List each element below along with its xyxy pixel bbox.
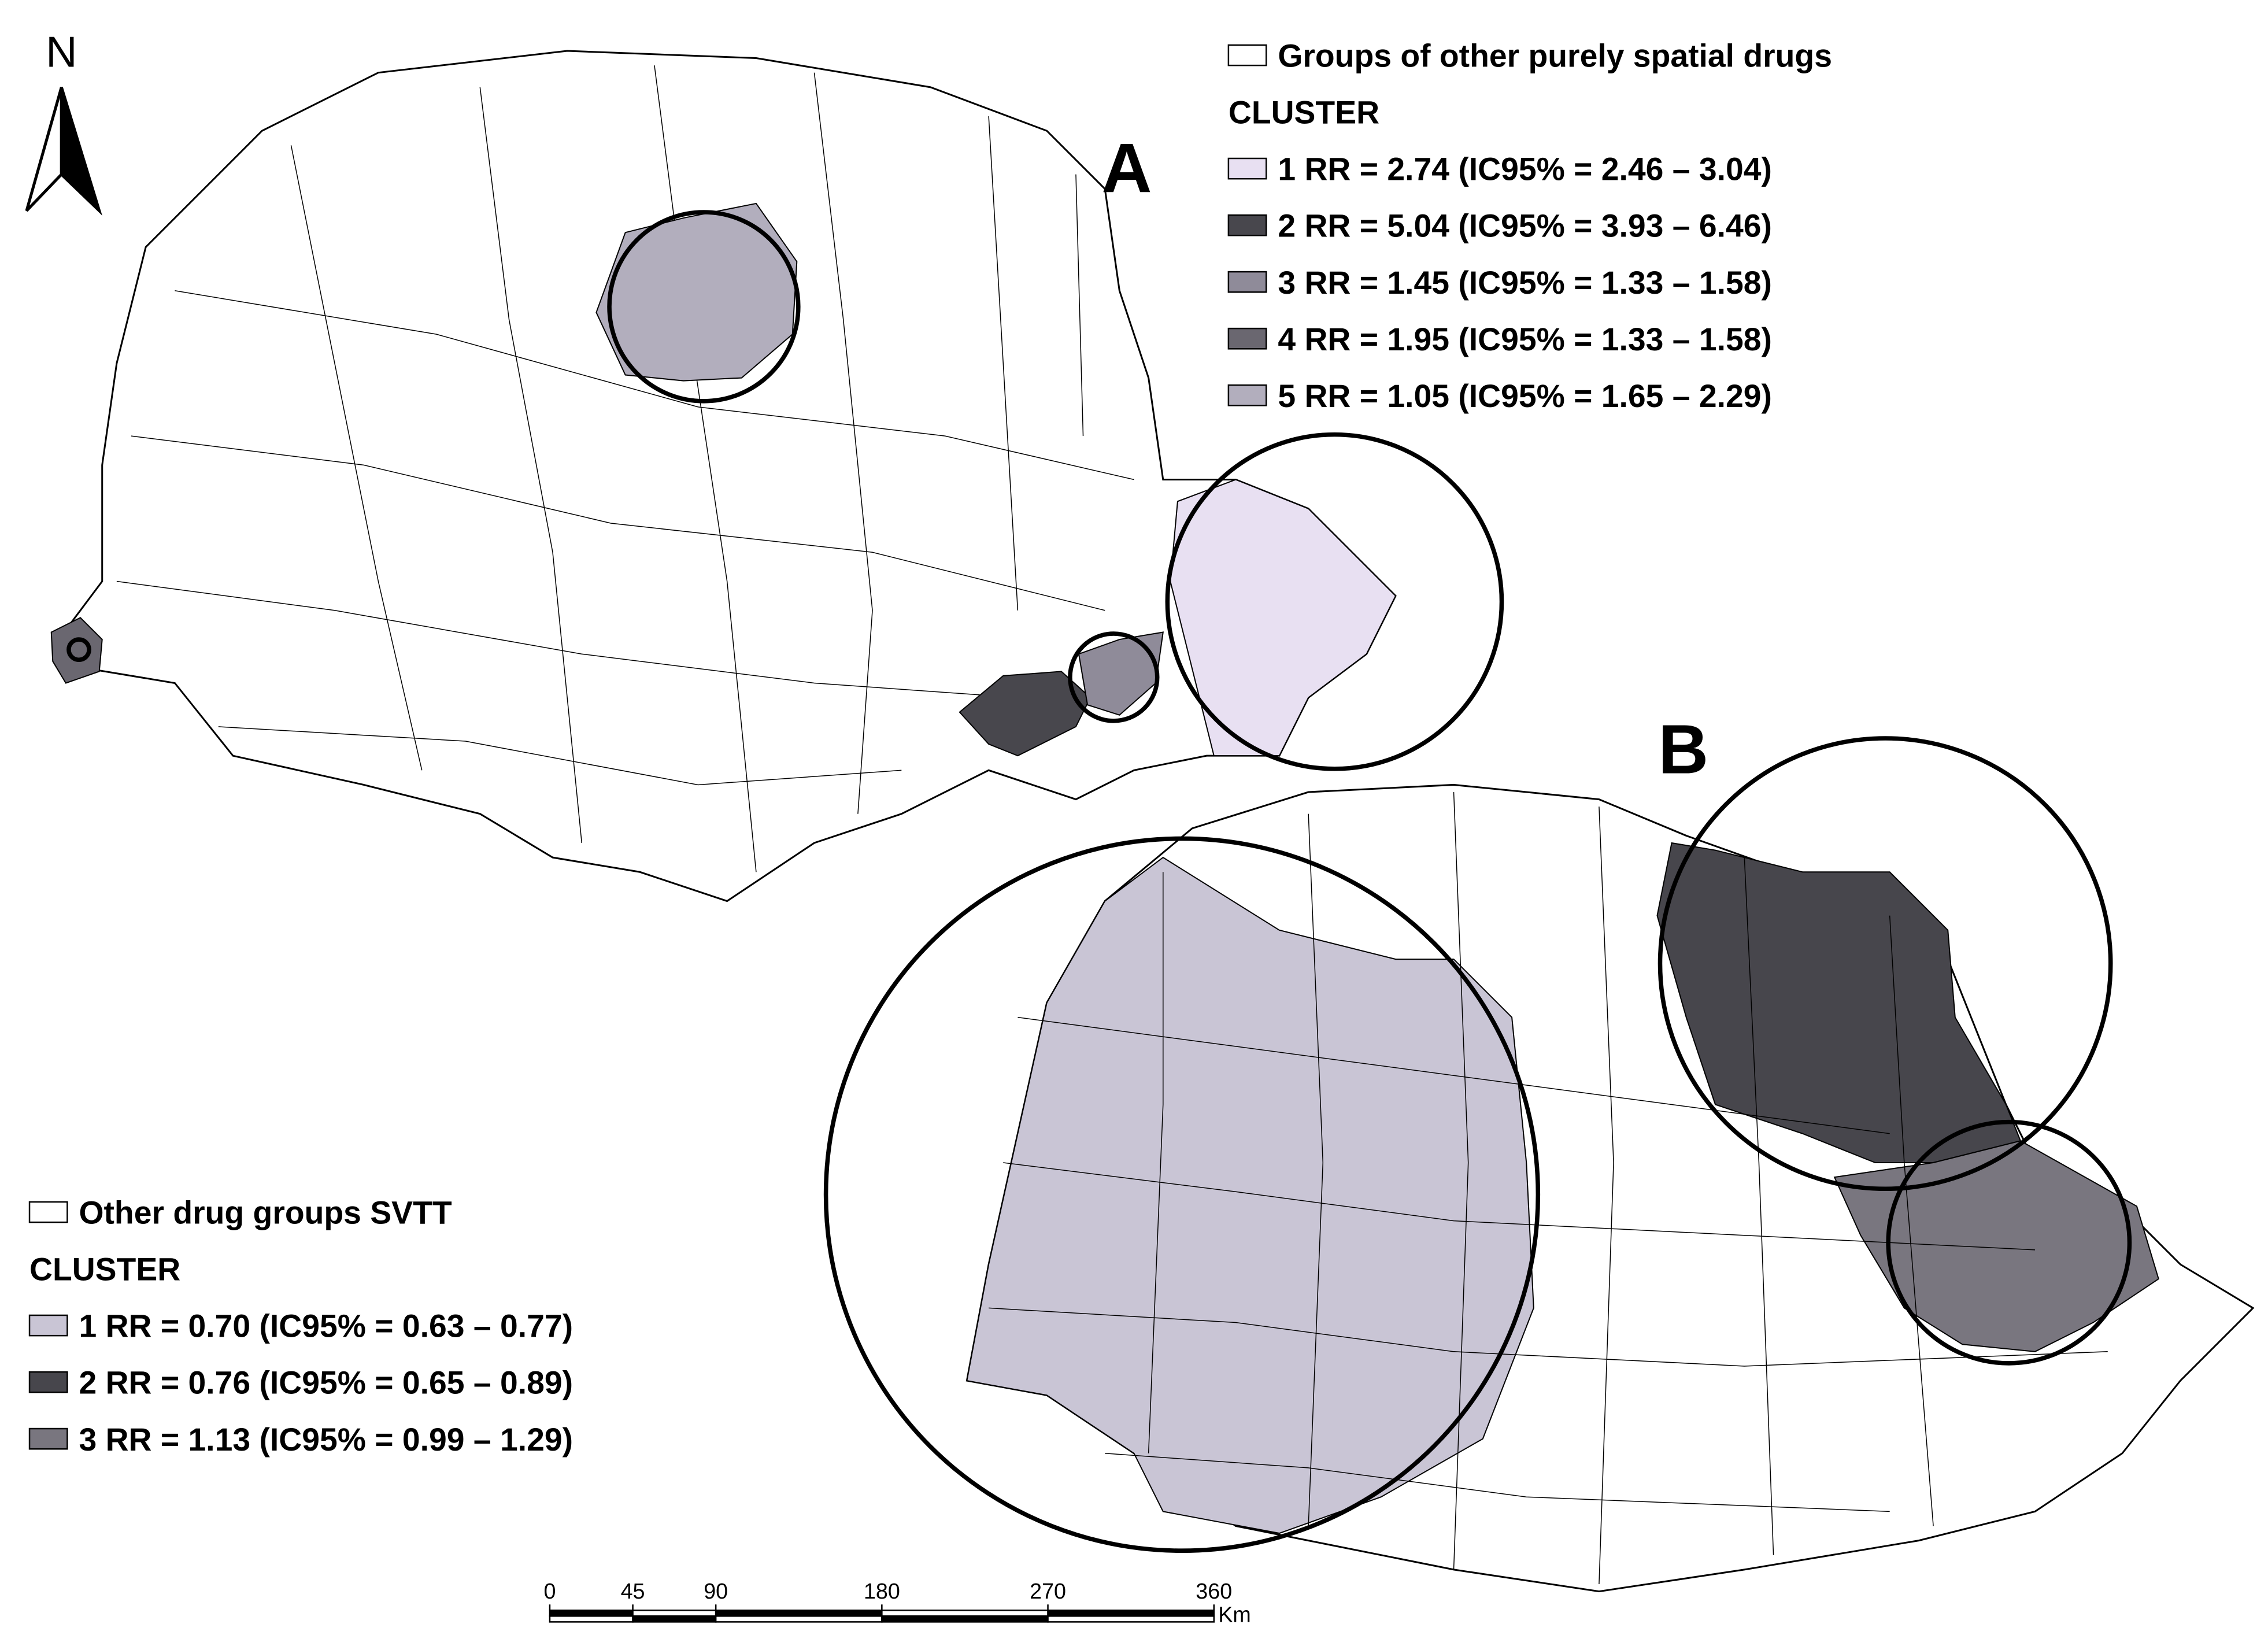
circle-b1: [823, 836, 1541, 1553]
legend-swatch: [1227, 327, 1267, 350]
legend-title: Other drug groups SVTT: [79, 1195, 452, 1231]
legend-item: 4 RR = 1.95 (IC95% = 1.33 – 1.58): [1278, 321, 1772, 357]
circle-a4: [66, 637, 91, 663]
legend-title: Groups of other purely spatial drugs: [1278, 38, 1832, 74]
scale-segment: [549, 1610, 634, 1617]
circle-a5: [607, 210, 801, 404]
scale-segment: [1047, 1615, 1215, 1623]
municipality-lines-a: [116, 65, 1134, 872]
scale-tick-label: 90: [704, 1579, 728, 1603]
municipality-lines-b: [989, 791, 2108, 1585]
scale-tick-label: 45: [621, 1579, 645, 1603]
scale-segment: [1047, 1610, 1215, 1617]
legend-swatch: [28, 1201, 68, 1223]
scale-segment: [715, 1610, 883, 1617]
north-arrow-right: [60, 87, 102, 216]
legend-swatch: [28, 1314, 68, 1337]
scale-tick-label: 0: [543, 1579, 556, 1603]
legend-swatch: [1227, 271, 1267, 293]
scale-tick-label: 180: [864, 1579, 900, 1603]
legend-item: 2 RR = 0.76 (IC95% = 0.65 – 0.89): [79, 1365, 573, 1401]
clusters: [50, 202, 2159, 1534]
north-label: N: [46, 28, 77, 76]
scale-segment: [881, 1615, 1049, 1623]
legend-item: 3 RR = 1.13 (IC95% = 0.99 – 1.29): [79, 1422, 573, 1458]
scale-segment: [881, 1610, 1049, 1617]
legend-item: 2 RR = 5.04 (IC95% = 3.93 – 6.46): [1278, 208, 1772, 244]
legend-swatch: [1227, 44, 1267, 66]
cluster-region: [1170, 479, 1397, 757]
legend-swatch: [28, 1427, 68, 1450]
circle-a3: [1068, 631, 1160, 723]
legend-swatch: [1227, 157, 1267, 180]
legend-swatch: [1227, 384, 1267, 406]
legend-item: 5 RR = 1.05 (IC95% = 1.65 – 2.29): [1278, 378, 1772, 414]
circle-b2: [1657, 736, 2113, 1192]
legend-swatch: [1227, 214, 1267, 236]
legend-heading: CLUSTER: [1229, 95, 1379, 131]
map-b-label: B: [1658, 710, 1708, 788]
cluster-region: [966, 856, 1534, 1534]
legend-item: 1 RR = 0.70 (IC95% = 0.63 – 0.77): [79, 1308, 573, 1344]
cluster-region: [50, 617, 103, 684]
legend-item: 1 RR = 2.74 (IC95% = 2.46 – 3.04): [1278, 151, 1772, 187]
scale-unit: Km: [1218, 1602, 1251, 1626]
legend-swatch: [28, 1371, 68, 1393]
legend-b: Other drug groups SVTT CLUSTER 1 RR = 0.70…: [28, 1195, 573, 1458]
cluster-region: [959, 671, 1092, 757]
map-a-label: A: [1101, 129, 1152, 207]
legend-a: Groups of other purely spatial drugs CLUS…: [1227, 38, 1832, 414]
scale-segment: [632, 1615, 717, 1623]
cluster-circles: [66, 210, 2132, 1553]
scale-segment: [549, 1615, 634, 1623]
circle-a1: [1165, 432, 1504, 771]
scale-tick-label: 270: [1030, 1579, 1066, 1603]
legend-item: 3 RR = 1.45 (IC95% = 1.33 – 1.58): [1278, 265, 1772, 301]
scale-segment: [715, 1615, 883, 1623]
circle-b3: [1886, 1119, 2132, 1366]
scale-tick-label: 360: [1196, 1579, 1232, 1603]
scale-segment: [632, 1610, 717, 1617]
legend-heading: CLUSTER: [29, 1252, 180, 1288]
